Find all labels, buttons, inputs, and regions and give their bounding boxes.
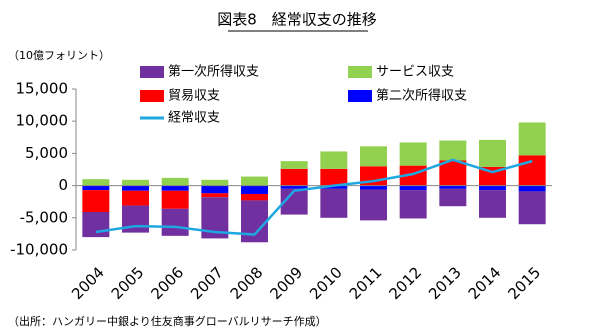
legend-swatch xyxy=(140,66,164,78)
bar xyxy=(122,185,149,191)
bar xyxy=(82,190,110,213)
bar xyxy=(439,188,467,207)
bar xyxy=(360,189,387,221)
y-tick-label: -5,000 xyxy=(20,208,68,226)
source-note: （出所：ハンガリー中銀より住友商事グローバルリサーチ作成） xyxy=(8,314,327,328)
bar xyxy=(399,142,427,166)
bar xyxy=(241,200,268,243)
line xyxy=(95,158,533,236)
bar xyxy=(241,193,268,201)
x-tick-label: 2012 xyxy=(385,263,425,303)
bar xyxy=(201,193,229,198)
x-tick-label: 2008 xyxy=(227,263,267,303)
bar xyxy=(161,185,189,191)
bar xyxy=(518,122,546,156)
legend-label: 第一次所得収支 xyxy=(168,64,259,80)
bar xyxy=(82,179,110,186)
bar xyxy=(320,151,348,169)
y-tick-label: 15,000 xyxy=(16,80,69,98)
bar xyxy=(122,179,149,186)
x-tick-label: 2009 xyxy=(266,263,306,303)
bar xyxy=(280,168,308,186)
bar xyxy=(479,166,506,186)
bar xyxy=(280,185,308,189)
legend-label: 経常収支 xyxy=(168,111,220,126)
bar xyxy=(320,185,348,189)
bar xyxy=(161,190,189,209)
x-tick-label: 2013 xyxy=(425,263,465,303)
y-tick-label: -10,000 xyxy=(10,241,68,259)
bar xyxy=(201,185,229,194)
bar xyxy=(241,176,268,186)
bar xyxy=(360,185,387,190)
bar xyxy=(439,160,467,186)
bar xyxy=(122,190,149,206)
bar xyxy=(280,161,308,169)
y-tick-label: 10,000 xyxy=(16,112,69,130)
bar xyxy=(399,185,427,191)
bar xyxy=(241,185,268,194)
x-tick-label: 2014 xyxy=(465,263,505,303)
bar xyxy=(360,146,387,167)
bar xyxy=(399,190,427,219)
bar xyxy=(439,140,467,161)
bar xyxy=(479,185,506,191)
x-tick-label: 2015 xyxy=(504,263,544,303)
legend-swatch xyxy=(348,90,372,102)
bar xyxy=(161,208,189,236)
legend-label: 第二次所得収支 xyxy=(376,88,467,104)
bar xyxy=(82,185,110,191)
bar xyxy=(439,185,467,189)
bar xyxy=(518,185,546,192)
legend-label: 貿易収支 xyxy=(168,89,220,104)
x-tick-label: 2004 xyxy=(68,263,108,303)
legend-label: サービス収支 xyxy=(376,65,454,80)
bar xyxy=(479,190,506,218)
bar xyxy=(479,139,506,167)
bar xyxy=(320,168,348,186)
bar xyxy=(320,188,348,218)
y-axis-label: （10億フォリント） xyxy=(8,49,110,62)
bar xyxy=(518,155,546,186)
y-tick-label: 5,000 xyxy=(25,144,68,162)
bar xyxy=(161,177,189,186)
chart-title: 図表8 経常収支の推移 xyxy=(217,11,377,29)
legend-swatch xyxy=(140,90,164,102)
x-tick-label: 2006 xyxy=(147,263,187,303)
x-tick-label: 2007 xyxy=(187,263,227,303)
legend-swatch xyxy=(348,66,372,78)
x-tick-label: 2010 xyxy=(306,263,346,303)
x-tick-label: 2005 xyxy=(108,263,148,303)
bar xyxy=(201,179,229,186)
y-tick-label: 0 xyxy=(58,176,68,194)
bar xyxy=(518,191,546,225)
x-tick-label: 2011 xyxy=(346,263,386,303)
bar xyxy=(82,212,110,238)
